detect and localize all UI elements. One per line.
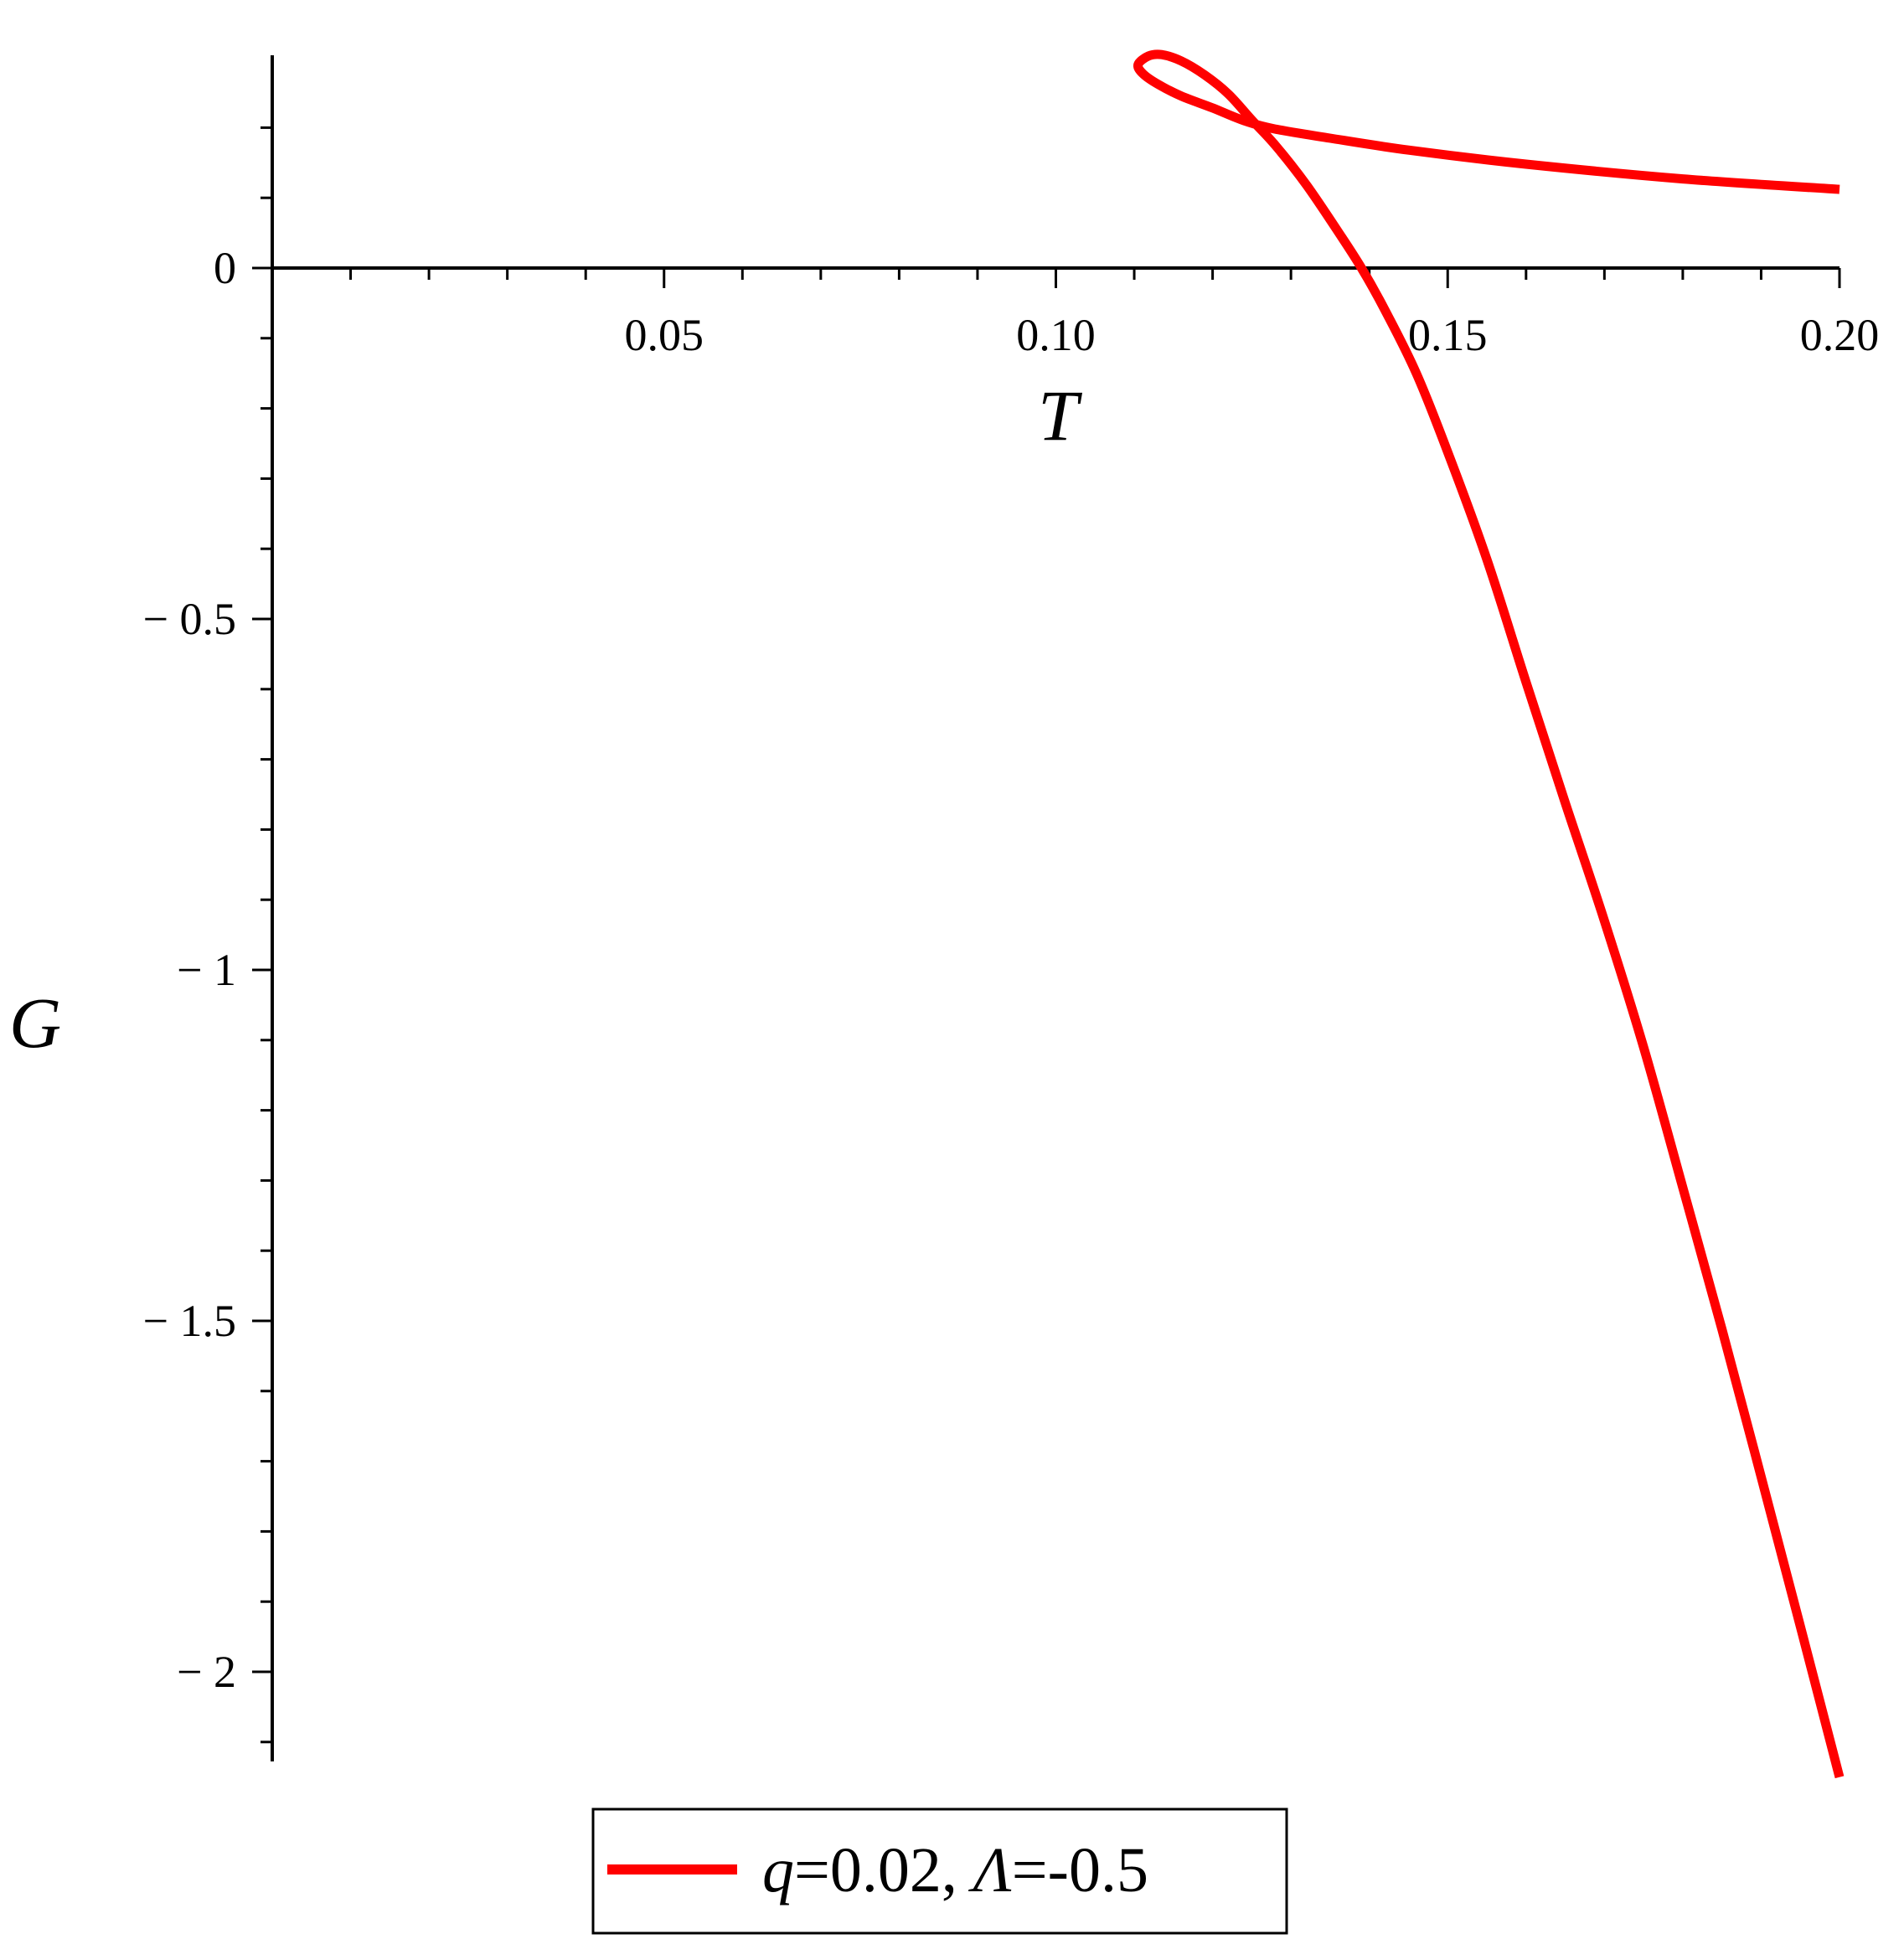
legend-label: q=0.02, Λ=-0.5 (762, 1835, 1148, 1905)
y-tick-label: − 1.5 (143, 1296, 236, 1346)
y-tick-label: 0 (214, 243, 236, 293)
y-minor-ticks (252, 126, 272, 1744)
series-line (1133, 49, 1845, 1779)
y-tick-label: − 0.5 (143, 594, 236, 644)
x-axis-title: T (1038, 375, 1082, 456)
x-tick-label: 0.05 (625, 310, 704, 360)
legend-label-part: =0.02, (794, 1835, 973, 1905)
y-tick-label: − 2 (177, 1647, 236, 1697)
legend-label-part: =-0.5 (1012, 1835, 1148, 1905)
y-tick-label: − 1 (177, 945, 236, 995)
legend: q=0.02, Λ=-0.5 (591, 1807, 1288, 1935)
x-tick-label: 0.10 (1016, 310, 1096, 360)
x-minor-ticks (349, 268, 1841, 288)
x-tick-labels: 0.05 0.10 0.15 0.20 (625, 310, 1880, 360)
y-tick-labels: 0 − 0.5 − 1 − 1.5 − 2 (143, 243, 236, 1697)
legend-label-part: q (762, 1835, 794, 1905)
legend-label-part: Λ (968, 1835, 1012, 1905)
x-tick-label: 0.20 (1800, 310, 1880, 360)
y-axis-title: G (9, 982, 61, 1063)
x-tick-label: 0.15 (1408, 310, 1488, 360)
